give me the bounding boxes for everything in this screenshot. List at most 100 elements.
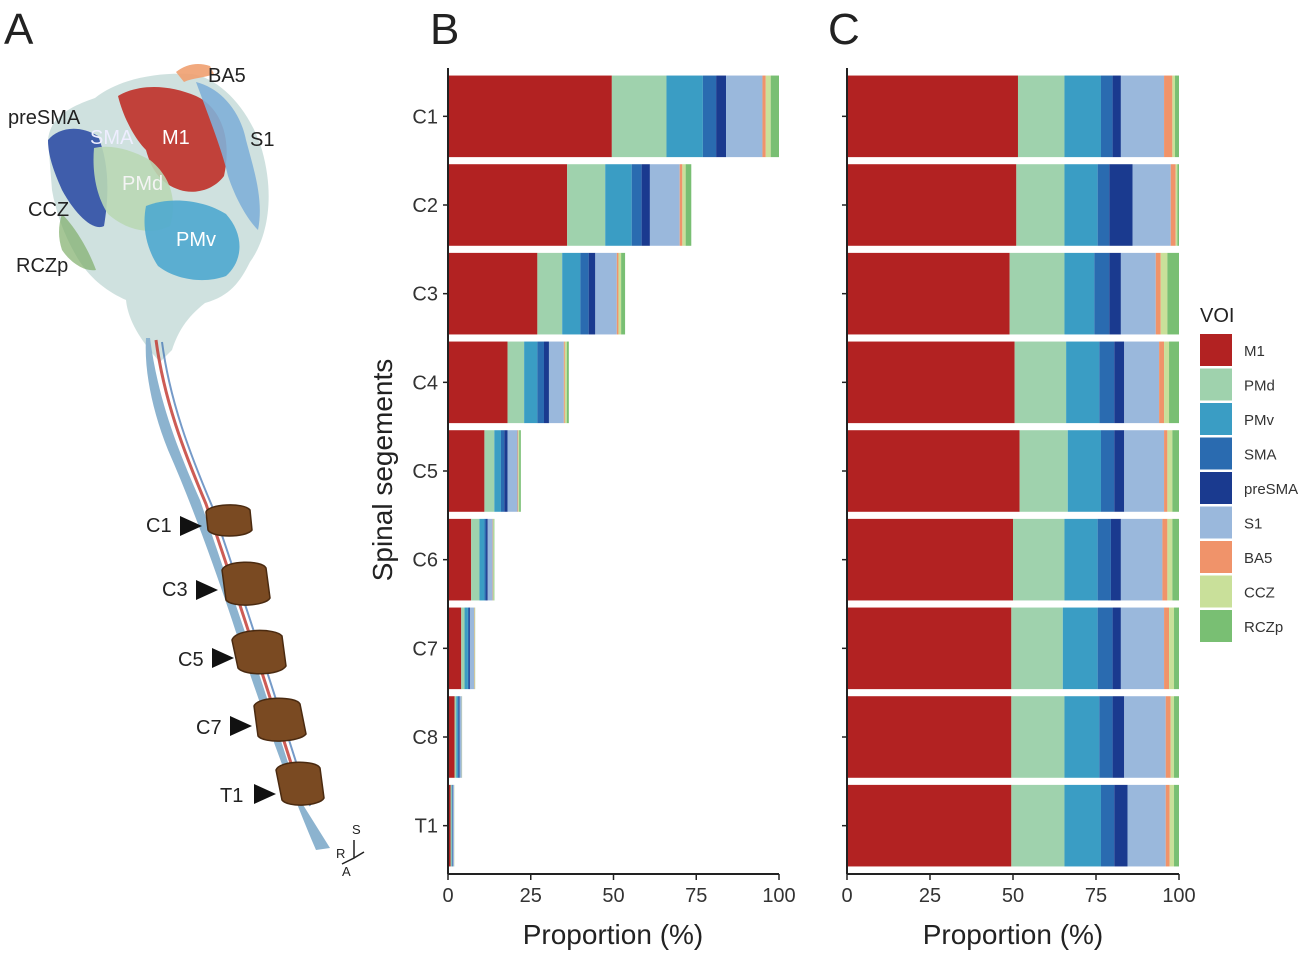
chart-b-bar-t1-pmv (451, 784, 453, 867)
chart-b-bar-c8-sma (457, 696, 459, 778)
chart-c-bar-c8-ba5 (1165, 696, 1171, 778)
chart-b-bar-c3-sma (580, 252, 589, 335)
chart-b-bar-c7-s1 (470, 607, 475, 690)
chart-c-bar-c3-pmd (1009, 252, 1065, 335)
chart-c-bar-c5-presma (1114, 430, 1125, 512)
chart-c-bar-t1-s1 (1127, 784, 1166, 867)
chart-b-bar-c4-pmv (524, 341, 538, 424)
legend-swatch-ba5 (1200, 541, 1232, 573)
chart-c-bar-c4-sma (1099, 341, 1115, 424)
legend-label-rczp: RCZp (1244, 619, 1283, 636)
chart-b-bar-t1-pmd (450, 784, 452, 867)
chart-b-bar-c7-m1 (448, 607, 462, 690)
chart-b-ylabel-c7: C7 (412, 638, 438, 660)
panel-c-label: C (828, 5, 860, 54)
chart-c-bar-c4-pmd (1014, 341, 1067, 424)
chart-c-xtick-label-100: 100 (1162, 885, 1195, 907)
chart-b-bar-c5-s1 (507, 430, 518, 512)
chart-b-bar-c3-rczp (621, 252, 626, 335)
chart-c-bar-t1-rczp (1174, 784, 1179, 867)
chart-c-bar-c2-pmv (1064, 164, 1098, 246)
marker-label-c5: C5 (178, 649, 204, 671)
chart-b-bar-c4-s1 (548, 341, 564, 424)
chart-b-bar-c1-ccz (765, 75, 771, 158)
chart-b-bar-c6-s1 (487, 518, 493, 601)
marker-label-c1: C1 (146, 515, 172, 537)
chart-b-ylabel-c3: C3 (412, 284, 438, 306)
chart-c-bar-c6-m1 (847, 518, 1013, 601)
chart-b-ylabel-c6: C6 (412, 550, 438, 572)
chart-c-bar-c8-ccz (1170, 696, 1175, 778)
chart-c-bar-c5-ccz (1167, 430, 1173, 512)
arrow-c5 (212, 648, 234, 668)
chart-b-ylabel-c8: C8 (412, 727, 438, 749)
legend-label-pmv: PMv (1244, 412, 1275, 429)
chart-c-bar-c1-presma (1112, 75, 1121, 158)
chart-c-bar-c4-ba5 (1159, 341, 1165, 424)
chart-c-bar-c6-pmv (1064, 518, 1098, 601)
chart-c-bar-t1-m1 (847, 784, 1012, 867)
panel-a-label: A (4, 5, 34, 54)
chart-b-bar-c4-ccz (564, 341, 567, 424)
chart-b-bar-c2-ccz (682, 164, 686, 246)
orientation-a: A (342, 864, 351, 879)
chart-b-bar-c4-m1 (448, 341, 508, 424)
chart-c-bar-t1-sma (1100, 784, 1115, 867)
chart-b-xtick-label-100: 100 (762, 885, 795, 907)
chart-b-bar-c2-presma (641, 164, 650, 246)
chart-b-bar-c2-rczp (685, 164, 692, 246)
chart-c-bar-c2-m1 (847, 164, 1017, 246)
chart-c-bar-c1-ba5 (1164, 75, 1173, 158)
legend-swatch-presma (1200, 472, 1232, 504)
chart-c-bar-c4-rczp (1169, 341, 1179, 424)
chart-c-bar-c4-s1 (1124, 341, 1160, 424)
marker-label-t1: T1 (220, 785, 243, 807)
chart-c-bar-c7-ccz (1169, 607, 1175, 690)
chart-c-bar-c3-m1 (847, 252, 1010, 335)
legend-title: VOI (1200, 305, 1234, 327)
chart-c-bar-c3-ba5 (1155, 252, 1161, 335)
chart-c-bar-c8-sma (1099, 696, 1113, 778)
chart-c-xtick-label-75: 75 (1085, 885, 1107, 907)
chart-b-bar-c3-pmv (562, 252, 581, 335)
arrow-c1 (180, 516, 202, 536)
chart-b: C1 C2 C3 C4 C5 C6 C7 C8 T1 0 25 50 75 100 (412, 68, 796, 907)
chart-c-bar-c4-m1 (847, 341, 1015, 424)
chart-c-bar-t1-ba5 (1165, 784, 1170, 867)
chart-b-bar-c2-sma (631, 164, 642, 246)
chart-c-bar-c6-presma (1110, 518, 1121, 601)
chart-b-xtick-label-75: 75 (685, 885, 707, 907)
legend-swatch-m1 (1200, 334, 1232, 366)
chart-c-bar-c8-m1 (847, 696, 1012, 778)
legend-label-sma: SMA (1244, 447, 1277, 464)
chart-c-xlabel: Proportion (%) (923, 919, 1104, 950)
legend-swatch-rczp (1200, 610, 1232, 642)
legend-label-pmd: PMd (1244, 378, 1275, 395)
chart-c-bar-c4-ccz (1164, 341, 1170, 424)
chart-b-bar-c5-presma (504, 430, 508, 512)
chart-c-bar-c6-sma (1097, 518, 1111, 601)
chart-c-bar-t1-pmd (1011, 784, 1065, 867)
chart-b-bar-c5-m1 (448, 430, 485, 512)
chart-b-ylabel-c1: C1 (412, 106, 438, 128)
chart-b-bar-c1-presma (716, 75, 727, 158)
chart-b-bar-c6-rczp (493, 518, 495, 601)
chart-b-ylabel-t1: T1 (415, 816, 438, 838)
arrow-c3 (196, 580, 218, 600)
chart-c-bar-c2-pmd (1016, 164, 1065, 246)
chart-c-bar-c6-pmd (1013, 518, 1065, 601)
chart-c-bar-c1-sma (1100, 75, 1113, 158)
chart-b-bar-c2-pmd (567, 164, 606, 246)
chart-c-bar-c2-s1 (1132, 164, 1171, 246)
chart-c-bar-c3-pmv (1064, 252, 1095, 335)
chart-b-bar-c7-sma (467, 607, 470, 690)
label-sma: SMA (90, 127, 134, 149)
chart-b-bar-c7-pmv (464, 607, 468, 690)
orientation-r: R (336, 846, 345, 861)
label-ccz: CCZ (28, 199, 69, 221)
chart-c-bar-c2-presma (1109, 164, 1133, 246)
chart-c-bar-c6-s1 (1120, 518, 1163, 601)
chart-c-bar-c8-presma (1112, 696, 1125, 778)
chart-b-bar-c5-rczp (519, 430, 521, 512)
chart-b-bar-c8-s1 (459, 696, 462, 778)
